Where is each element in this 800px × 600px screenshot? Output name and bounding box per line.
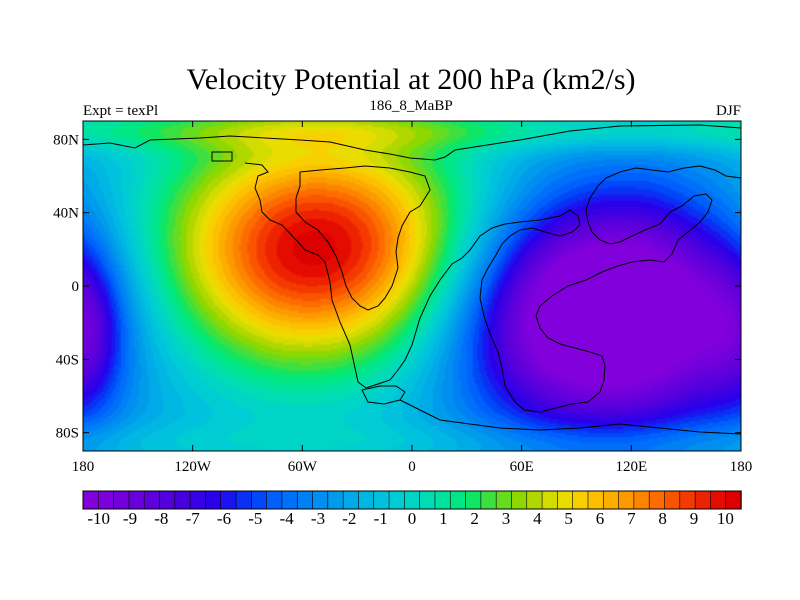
colorbar-label: -3 <box>311 509 325 528</box>
colorbar-label: 1 <box>439 509 448 528</box>
x-axis: 180 120W 60W 0 60E 120E 180 <box>72 121 753 475</box>
colorbar-label: -9 <box>123 509 137 528</box>
colorbar-label: 6 <box>596 509 605 528</box>
colorbar-swatch <box>281 490 298 510</box>
colorbar-label: -4 <box>280 509 295 528</box>
y-tick-label: 0 <box>72 279 80 295</box>
colorbar-label: 0 <box>408 509 417 528</box>
colorbar-swatch <box>82 490 100 510</box>
colorbar-label: -8 <box>154 509 168 528</box>
colorbar-swatch <box>618 490 635 510</box>
colorbar-swatch <box>480 490 497 510</box>
colorbar-swatch <box>266 490 283 510</box>
colorbar-swatch <box>557 490 574 510</box>
colorbar-swatch <box>710 490 727 510</box>
colorbar-swatch <box>373 490 390 510</box>
colorbar-label: 10 <box>717 509 734 528</box>
colorbar-swatch <box>587 490 604 510</box>
colorbar-swatch <box>419 490 436 510</box>
colorbar-swatch <box>572 490 589 510</box>
colorbar-label: 9 <box>690 509 699 528</box>
chart-title: Velocity Potential at 200 hPa (km2/s) <box>186 63 635 96</box>
colorbar-label: -2 <box>342 509 356 528</box>
colorbar-swatch <box>633 490 650 510</box>
colorbar-frame <box>82 490 742 510</box>
colorbar-swatch <box>388 490 406 510</box>
right-string: DJF <box>716 103 741 119</box>
velocity-potential-field <box>83 121 741 451</box>
colorbar-swatch <box>648 490 666 510</box>
colorbar-swatch <box>174 490 191 510</box>
colorbar-swatch <box>449 490 467 510</box>
colorbar-label: 7 <box>627 509 636 528</box>
x-tick-label: 180 <box>730 459 753 475</box>
colorbar-swatch <box>679 490 696 510</box>
x-tick-label: 120E <box>615 459 647 475</box>
coastline-americas-block <box>244 162 742 413</box>
left-string: Expt = texPl <box>83 103 158 119</box>
y-tick-label: 40N <box>53 206 79 222</box>
y-tick-label: 80S <box>56 426 79 442</box>
colorbar-swatch <box>602 490 620 510</box>
coastline-southern-islands <box>361 385 406 405</box>
colorbar-label: 4 <box>533 509 542 528</box>
colorbar-swatch <box>511 490 528 510</box>
y-axis: 80N 40N 0 40S 80S <box>53 132 741 442</box>
x-tick-label: 120W <box>174 459 212 475</box>
coastline-inner-sea <box>295 165 431 311</box>
colorbar-label: 2 <box>470 509 479 528</box>
colorbar-swatch <box>189 490 207 510</box>
colorbar-swatch <box>159 490 176 510</box>
y-tick-label: 40S <box>56 352 79 368</box>
coastline-greenland <box>211 151 233 162</box>
x-tick-label: 60W <box>288 459 318 475</box>
colorbar-label: -6 <box>217 509 231 528</box>
map-plot <box>82 120 742 452</box>
colorbar-label: -10 <box>87 509 110 528</box>
x-tick-label: 60E <box>510 459 534 475</box>
colorbar-swatch <box>404 490 421 510</box>
colorbar-swatch <box>296 490 314 510</box>
colorbar-label: -1 <box>374 509 388 528</box>
x-tick-label: 180 <box>72 459 95 475</box>
colorbar-swatch <box>725 490 742 510</box>
colorbar-swatch <box>342 490 360 510</box>
colorbar-swatch <box>434 490 451 510</box>
colorbar-label: 3 <box>502 509 511 528</box>
colorbar-swatch <box>327 490 344 510</box>
colorbar-swatch <box>205 490 222 510</box>
x-tick-label: 0 <box>408 459 416 475</box>
coastline-antarctic <box>399 399 742 435</box>
colorbar-swatch <box>143 490 161 510</box>
colorbar-swatch <box>113 490 130 510</box>
colorbar-swatch <box>694 490 712 510</box>
center-string: 186_8_MaBP <box>369 98 452 114</box>
colorbar-swatch <box>128 490 145 510</box>
colorbar-swatch <box>220 490 237 510</box>
colorbar-label: -5 <box>248 509 262 528</box>
colorbar-swatch <box>541 490 559 510</box>
colorbar-swatch <box>358 490 375 510</box>
colorbar: -10 -9 -8 -7 -6 -5 -4 -3 -2 -1 0 1 2 3 4 5 6 7 8 9 10 <box>82 490 742 528</box>
colorbar-swatch <box>235 490 253 510</box>
colorbar-swatch <box>465 490 482 510</box>
coastline-north-america <box>82 124 742 161</box>
colorbar-swatch <box>664 490 681 510</box>
colorbar-label: -7 <box>186 509 201 528</box>
colorbar-swatch <box>312 490 329 510</box>
colorbar-swatch <box>526 490 543 510</box>
y-tick-label: 80N <box>53 132 79 148</box>
colorbar-swatch <box>495 490 513 510</box>
colorbar-swatch <box>98 490 115 510</box>
colorbar-label: 8 <box>658 509 667 528</box>
colorbar-swatch <box>251 490 268 510</box>
colorbar-label: 5 <box>564 509 573 528</box>
